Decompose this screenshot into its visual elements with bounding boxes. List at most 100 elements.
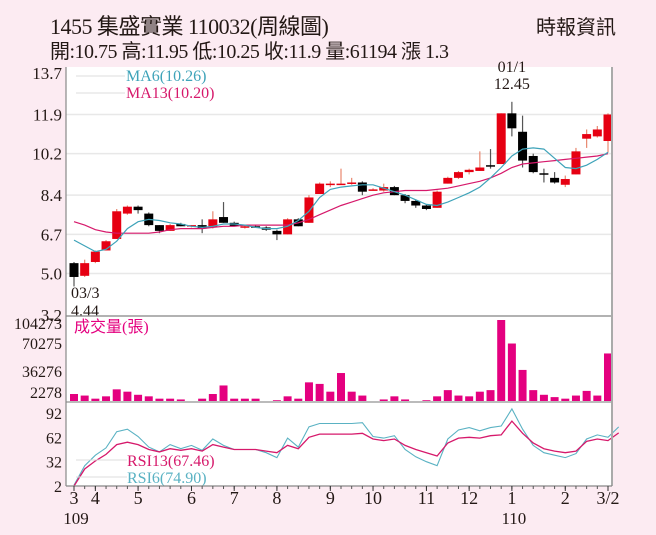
candle-body — [528, 155, 538, 173]
candle-body — [400, 195, 410, 201]
price-tick-label: 6.7 — [41, 225, 63, 244]
candle — [122, 205, 132, 215]
ma6-legend: MA6(10.26) — [126, 68, 206, 85]
candle — [443, 176, 453, 184]
candle-body — [421, 205, 431, 209]
candle-body — [507, 113, 517, 129]
candle — [80, 259, 90, 277]
candle — [219, 202, 229, 223]
candle-body — [240, 226, 250, 228]
rsi-tick-label: 32 — [46, 455, 62, 472]
volume-bar — [379, 399, 388, 401]
candle-body — [122, 206, 132, 214]
ma13-line — [73, 153, 609, 234]
volume-bar — [443, 390, 452, 401]
volume-bar — [475, 391, 484, 401]
volume-bar — [337, 373, 345, 401]
x-year-label: 110 — [501, 509, 526, 528]
volume-bar — [486, 390, 495, 401]
candle-body — [443, 177, 453, 184]
candle-body — [112, 211, 122, 239]
candle-body — [453, 172, 463, 178]
candle-body — [176, 223, 186, 227]
volume-bar — [80, 395, 89, 401]
candle-body — [603, 114, 613, 141]
candle — [368, 188, 378, 191]
volume-bar — [176, 399, 185, 401]
low-annotation-date: 03/3 — [71, 285, 99, 302]
candle — [336, 168, 346, 186]
volume-bar — [571, 395, 580, 401]
rsi-tick-label: 62 — [46, 430, 62, 447]
volume-bar — [70, 394, 78, 401]
price-tick-label: 10.2 — [32, 145, 62, 164]
volume-title: 成交量(張) — [74, 318, 149, 336]
rsi13-legend: RSI13(67.46) — [127, 453, 215, 470]
volume-bar — [401, 399, 410, 401]
candle — [603, 113, 613, 153]
candle-body — [219, 217, 229, 223]
candle-body — [133, 206, 143, 211]
volume-bar — [347, 391, 356, 401]
volume-bar — [198, 398, 207, 401]
volume-bar — [358, 395, 367, 401]
x-tick-label: 9 — [326, 488, 335, 508]
chart-title: 1455 集盛實業 110032(周線圖) — [50, 14, 329, 39]
volume-tick-label: 70275 — [22, 336, 62, 353]
x-tick-label: 6 — [187, 488, 196, 508]
candle-body — [550, 177, 560, 183]
candle-body — [272, 230, 282, 235]
candle-body — [539, 173, 549, 175]
candle-body — [357, 182, 367, 192]
candle-body — [432, 191, 442, 208]
candle — [133, 205, 143, 214]
candle — [453, 170, 463, 180]
candle-body — [411, 200, 421, 206]
x-tick-label: 3/2 — [596, 488, 619, 508]
volume-bar — [422, 400, 431, 401]
volume-bar — [102, 396, 111, 401]
candle — [464, 168, 474, 175]
candle-body — [486, 165, 496, 167]
price-tick-label: 5.0 — [41, 265, 62, 284]
volume-bar — [465, 396, 474, 401]
candle-body — [69, 263, 79, 277]
x-tick-label: 3 — [70, 488, 79, 508]
candle-body — [496, 113, 506, 165]
x-tick-label: 1 — [507, 488, 516, 508]
volume-bar — [604, 353, 612, 401]
ma6-line — [73, 147, 609, 253]
candle-body — [592, 129, 602, 137]
volume-bar — [561, 398, 570, 401]
ma13-legend: MA13(10.20) — [126, 85, 214, 102]
x-tick-label: 11 — [418, 488, 435, 508]
volume-bar — [315, 383, 324, 401]
candle — [315, 182, 325, 194]
candle — [112, 208, 122, 239]
candle — [507, 101, 517, 137]
volume-bar — [582, 390, 591, 401]
rsi13-line — [73, 420, 620, 487]
volume-bar — [518, 369, 527, 401]
x-tick-label: 4 — [91, 488, 100, 508]
candle-body — [518, 131, 528, 161]
candle-body — [208, 219, 218, 228]
candle — [272, 229, 282, 241]
volume-bar — [433, 396, 442, 401]
rsi-tick-label: 2 — [54, 479, 62, 496]
candle-body — [368, 189, 378, 191]
volume-bar — [294, 398, 303, 401]
volume-bar — [454, 395, 463, 401]
candle — [539, 168, 549, 183]
candle-body — [304, 197, 314, 223]
candle — [357, 181, 367, 196]
candle — [347, 177, 357, 185]
volume-bar — [230, 398, 239, 401]
candle — [550, 172, 560, 184]
low-annotation-value: 4.44 — [71, 303, 99, 320]
x-tick-label: 10 — [364, 488, 382, 508]
volume-bar — [507, 343, 516, 401]
candle-body — [464, 169, 474, 173]
candle — [571, 147, 581, 175]
candle-body — [582, 134, 592, 139]
